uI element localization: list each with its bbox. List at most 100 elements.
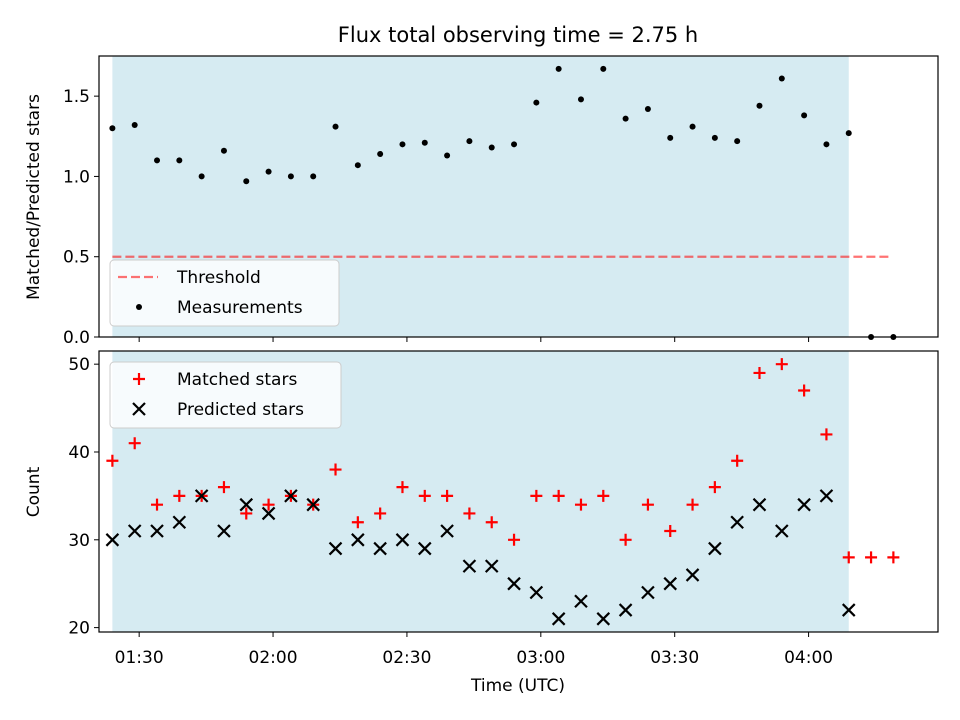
matched-star-point (574, 498, 587, 511)
predicted-star-point (551, 612, 566, 626)
measurement-point (399, 141, 406, 148)
matched-star-point (106, 454, 119, 467)
measurement-point (711, 134, 718, 141)
matched-star-point (374, 507, 387, 520)
measurement-point (109, 125, 116, 132)
predicted-star-point (708, 541, 722, 556)
predicted-star-point (172, 515, 187, 530)
predicted-star-point (685, 568, 700, 582)
measurement-point (555, 65, 562, 72)
matched-star-point (753, 366, 766, 379)
measurement-point (801, 112, 808, 119)
matched-star-point (173, 489, 186, 502)
predicted-star-point (462, 559, 477, 573)
measurement-point (577, 96, 584, 103)
matched-star-point (530, 489, 543, 502)
matched-star-point (351, 516, 364, 529)
measurement-point (644, 105, 651, 112)
matched-star-point (418, 489, 431, 502)
measurement-point (778, 75, 785, 82)
measurement-point (154, 157, 161, 164)
predicted-star-point (373, 541, 387, 556)
x-tick-label: 01:30 (115, 648, 164, 668)
legend-marker-swatch (133, 373, 145, 385)
measurement-point (845, 130, 852, 137)
predicted-star-point (239, 497, 254, 512)
predicted-star-point (217, 524, 231, 538)
y-tick-label: 0.0 (63, 328, 90, 348)
legend-box (109, 361, 342, 429)
legend-box (109, 259, 340, 327)
measurement-point (823, 141, 830, 148)
predicted-star-point (150, 524, 164, 538)
predicted-star-point (261, 506, 276, 521)
plot-frame (98, 350, 939, 633)
x-tick-label: 02:30 (382, 648, 431, 668)
predicted-star-point (440, 524, 454, 538)
y-tick-label: 50 (68, 355, 90, 375)
predicted-star-point (105, 533, 120, 547)
predicted-star-point (819, 489, 834, 503)
y-tick-label: 40 (68, 443, 90, 463)
x-tick-label: 04:00 (784, 648, 833, 668)
predicted-star-point (194, 489, 209, 503)
y-tick-label: 0.5 (63, 248, 90, 268)
matched-star-point (686, 498, 699, 511)
y-tick-label: 20 (68, 619, 90, 639)
measurement-point (198, 173, 205, 180)
legend-entry-label: Predicted stars (177, 400, 304, 420)
predicted-star-point (507, 576, 521, 591)
predicted-star-point (418, 541, 432, 556)
measurement-point (421, 139, 428, 146)
x-axis-label: Time (UTC) (470, 676, 565, 696)
matched-star-point (775, 358, 788, 371)
measurement-point (533, 99, 540, 106)
predicted-star-point (775, 524, 789, 538)
matched-star-point (441, 489, 454, 502)
x-tick-label: 03:00 (516, 648, 565, 668)
matched-star-point (619, 533, 632, 546)
matched-star-point (485, 516, 498, 529)
y-tick-label: 1.0 (63, 167, 90, 187)
predicted-star-point (351, 533, 365, 547)
bottom-panel: 20 30 40 50 01:30 02:00 02:30 03:00 03:30 04:00 Co… (24, 350, 939, 668)
matched-star-point (842, 551, 855, 564)
matched-star-point (820, 428, 833, 441)
y-axis-label: Count (24, 466, 44, 517)
y-tick-label: 1.5 (63, 87, 90, 107)
predicted-star-point (641, 585, 655, 600)
matched-star-point (708, 481, 721, 494)
predicted-star-point (484, 559, 499, 573)
measurement-point (131, 122, 138, 129)
predicted-star-point (618, 603, 633, 617)
top-panel: 0.0 0.5 1.0 1.5 Matched/Predicted stars Thres… (24, 55, 939, 348)
measurement-point (265, 168, 272, 175)
predicted-star-point (574, 594, 588, 609)
matched-star-point (664, 525, 677, 538)
legend-marker-swatch (132, 402, 146, 416)
predicted-star-point (328, 541, 343, 556)
predicted-star-point (730, 515, 744, 530)
measurement-point (332, 123, 339, 130)
matched-star-point (552, 489, 565, 502)
y-axis-label: Matched/Predicted stars (24, 94, 44, 300)
matched-star-point (128, 437, 141, 450)
measurement-point (176, 157, 183, 164)
x-tick-label: 02:00 (249, 648, 298, 668)
predicted-star-point (752, 497, 767, 512)
legend-marker-swatch (136, 304, 142, 310)
measurement-point (667, 134, 674, 141)
x-tick-label: 03:30 (650, 648, 699, 668)
matched-star-point (887, 551, 900, 564)
matched-star-point (329, 463, 342, 476)
measurement-point (622, 115, 629, 122)
measurement-point (600, 65, 607, 72)
matched-star-point (865, 551, 878, 564)
measurement-point (444, 152, 451, 159)
chart-title: Flux total observing time = 2.75 h (338, 23, 698, 47)
matched-star-point (463, 507, 476, 520)
measurement-point (734, 138, 741, 145)
matched-star-point (798, 384, 811, 397)
predicted-star-point (797, 497, 811, 512)
